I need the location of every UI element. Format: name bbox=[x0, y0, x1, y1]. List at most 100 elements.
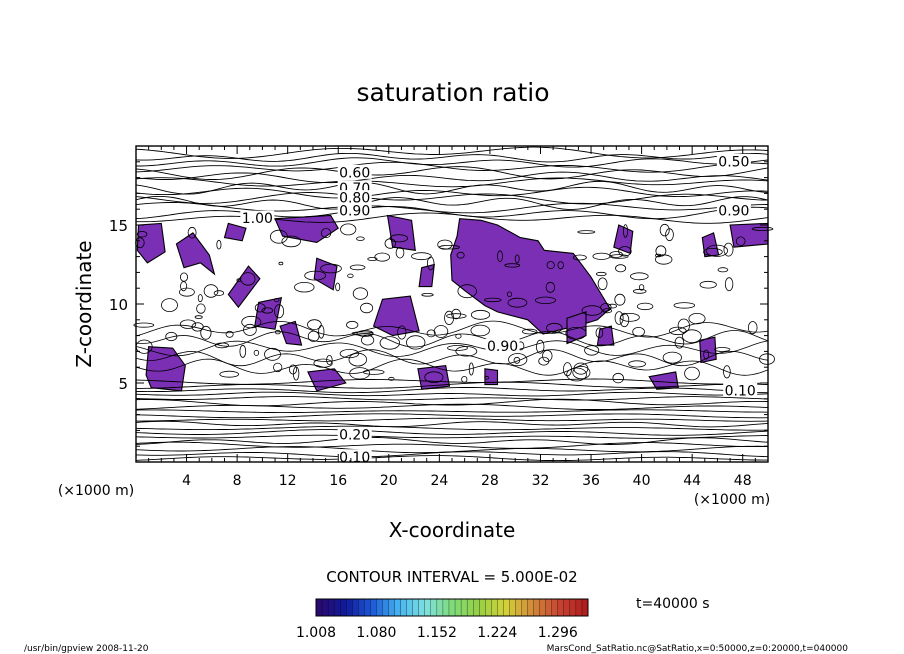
contour-label-bg-3 bbox=[337, 202, 372, 217]
contour-loop-87 bbox=[352, 287, 368, 300]
shaded-region-9 bbox=[313, 257, 338, 291]
contour-loop-39 bbox=[751, 226, 774, 231]
colorbar-cell-17 bbox=[418, 598, 426, 617]
contour-loop-18 bbox=[240, 272, 256, 286]
colorbar-cell-26 bbox=[473, 598, 480, 617]
x-tick-label-3: 16 bbox=[329, 473, 347, 489]
colorbar-cell-2 bbox=[327, 598, 335, 617]
contour-loop-17 bbox=[614, 311, 624, 325]
chart-title: saturation ratio bbox=[356, 78, 549, 107]
contour-label-bg-8 bbox=[723, 382, 758, 397]
contour-loop-125 bbox=[200, 325, 212, 340]
colorbar-cell-25 bbox=[466, 598, 474, 617]
contour-loop-101 bbox=[662, 351, 682, 364]
contour-loop-138 bbox=[735, 236, 746, 246]
contour-loop-123 bbox=[545, 281, 556, 293]
colorbar-cell-28 bbox=[485, 598, 492, 617]
colorbar-cell-13 bbox=[394, 598, 402, 617]
x-tick-label-6: 28 bbox=[481, 473, 499, 489]
contour-line-10 bbox=[135, 195, 769, 210]
contour-line-17 bbox=[135, 391, 769, 397]
contour-loop-8 bbox=[703, 349, 710, 360]
contour-line-35 bbox=[135, 340, 769, 357]
contour-loop-145 bbox=[273, 362, 283, 373]
contour-loop-117 bbox=[360, 302, 374, 314]
colorbar-cell-23 bbox=[454, 598, 462, 617]
contour-loop-103 bbox=[636, 302, 654, 311]
contour-loop-126 bbox=[602, 308, 612, 314]
contour-loop-33 bbox=[388, 376, 395, 381]
contour-loop-113 bbox=[406, 335, 426, 350]
colorbar-tick-label-3: 1.224 bbox=[477, 625, 517, 641]
contour-label-2: 0.80 bbox=[339, 191, 370, 207]
shaded-region-15 bbox=[417, 364, 451, 390]
x-axis-title: X-coordinate bbox=[389, 518, 516, 542]
contour-loop-6 bbox=[717, 267, 729, 273]
contour-line-16 bbox=[135, 387, 769, 394]
plot-frame bbox=[135, 145, 769, 463]
contour-label-10: 0.10 bbox=[339, 450, 370, 466]
colorbar-tick-label-4: 1.296 bbox=[538, 625, 578, 641]
shaded-region-3 bbox=[223, 222, 247, 242]
contour-loop-135 bbox=[628, 360, 646, 368]
contour-loop-148 bbox=[668, 326, 687, 336]
contour-loop-121 bbox=[655, 253, 662, 258]
contour-loop-66 bbox=[638, 284, 645, 291]
x-tick-label-10: 44 bbox=[683, 473, 701, 489]
colorbar-cell-31 bbox=[503, 598, 510, 617]
contour-loop-110 bbox=[294, 282, 315, 293]
contour-loop-31 bbox=[374, 252, 391, 262]
contour-loop-68 bbox=[497, 250, 503, 263]
contour-label-3: 0.90 bbox=[339, 203, 370, 219]
colorbar-cell-33 bbox=[515, 598, 522, 617]
colorbar-cell-7 bbox=[358, 598, 365, 617]
x-tick-label-9: 40 bbox=[633, 473, 651, 489]
shaded-region-18 bbox=[596, 325, 615, 346]
contour-line-4 bbox=[135, 166, 769, 180]
shaded-region-4 bbox=[227, 265, 261, 309]
y-tick-label-2: 15 bbox=[109, 217, 128, 235]
contour-loop-151 bbox=[483, 297, 502, 303]
colorbar-cell-12 bbox=[388, 598, 396, 617]
contour-loop-133 bbox=[194, 315, 203, 319]
contour-loop-128 bbox=[197, 294, 203, 303]
contour-loop-75 bbox=[592, 252, 611, 260]
contour-loop-137 bbox=[461, 375, 468, 383]
colorbar-cell-36 bbox=[533, 598, 541, 617]
contour-loop-166 bbox=[470, 324, 490, 337]
x-unit-right: (×1000 m) bbox=[694, 492, 770, 508]
contour-loop-63 bbox=[178, 287, 195, 297]
contour-line-32 bbox=[135, 455, 768, 462]
contour-loop-64 bbox=[213, 290, 225, 296]
contour-loop-9 bbox=[629, 272, 649, 281]
contour-line-31 bbox=[135, 451, 769, 458]
time-label: t=40000 s bbox=[636, 596, 710, 612]
colorbar-cell-0 bbox=[315, 598, 323, 617]
contour-loop-3 bbox=[703, 247, 723, 256]
contour-loop-41 bbox=[546, 261, 555, 270]
x-unit-left: (×1000 m) bbox=[58, 483, 134, 499]
contour-label-bg-9 bbox=[337, 427, 372, 442]
colorbar-cell-42 bbox=[569, 598, 577, 617]
contour-loop-19 bbox=[253, 349, 260, 356]
contour-loop-136 bbox=[196, 303, 206, 314]
contour-loop-159 bbox=[522, 328, 538, 335]
shaded-region-7 bbox=[307, 368, 347, 392]
contour-loop-43 bbox=[618, 246, 632, 257]
contour-loop-149 bbox=[340, 223, 357, 236]
contour-line-25 bbox=[135, 425, 769, 431]
colorbar-tick-label-0: 1.008 bbox=[296, 625, 336, 641]
contour-loop-105 bbox=[557, 261, 564, 270]
contour-line-22 bbox=[135, 413, 769, 419]
contour-loop-106 bbox=[379, 336, 401, 350]
contour-loop-115 bbox=[320, 228, 332, 239]
colorbar-cell-32 bbox=[509, 598, 516, 617]
contour-loop-48 bbox=[714, 347, 731, 352]
contour-loop-81 bbox=[447, 345, 468, 351]
colorbar-cell-43 bbox=[575, 598, 583, 617]
x-tick-label-1: 8 bbox=[233, 473, 242, 489]
contour-loop-168 bbox=[620, 312, 640, 322]
colorbar-cell-22 bbox=[448, 598, 456, 617]
colorbar-cell-37 bbox=[539, 598, 547, 617]
